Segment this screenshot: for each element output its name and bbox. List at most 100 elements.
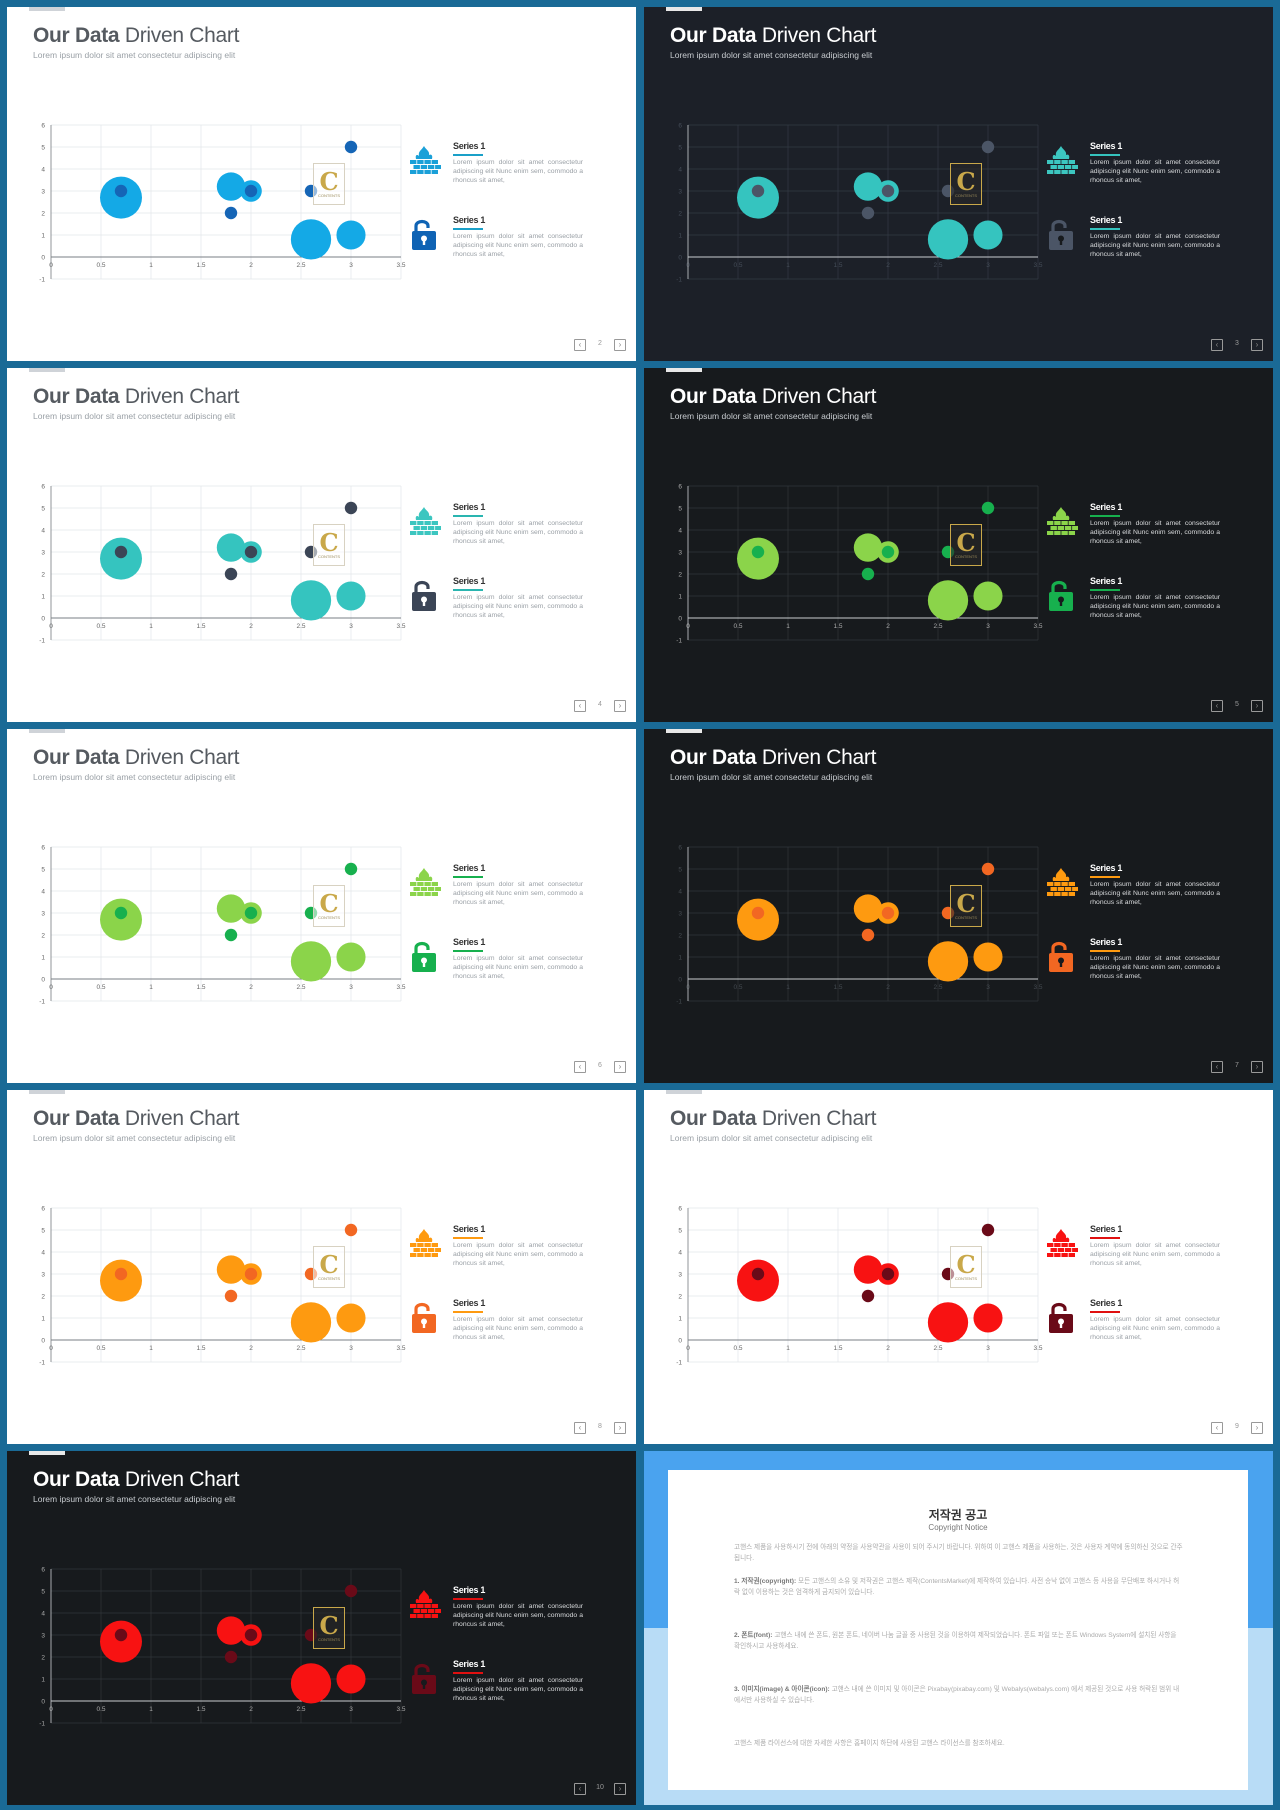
- brick: [417, 892, 424, 896]
- y-tick-label: 2: [41, 211, 45, 218]
- firewall-icon: [410, 1229, 441, 1257]
- x-tick-label: 2.5: [296, 623, 305, 630]
- legend-series-1: Series 1 Lorem ipsum dolor sit amet cons…: [1044, 1220, 1244, 1280]
- keyhole-slot: [1059, 961, 1063, 967]
- chart-slide[interactable]: Our Data Driven Chart Lorem ipsum dolor …: [7, 1090, 636, 1444]
- title-rest: Driven Chart: [119, 385, 240, 408]
- brick: [1047, 1243, 1054, 1247]
- x-tick-label: 2: [249, 1345, 253, 1352]
- bubble-series-2: [244, 1267, 258, 1281]
- chart-slide[interactable]: Our Data Driven Chart Lorem ipsum dolor …: [644, 729, 1273, 1083]
- brick: [435, 165, 441, 169]
- legend-series-1: Series 1 Lorem ipsum dolor sit amet cons…: [407, 859, 607, 919]
- y-tick-label: 4: [678, 1250, 682, 1257]
- chart-slide[interactable]: Our Data Driven Chart Lorem ipsum dolor …: [644, 368, 1273, 722]
- prev-page-button[interactable]: ‹: [574, 1061, 586, 1073]
- prev-page-button[interactable]: ‹: [574, 700, 586, 712]
- chart-slide[interactable]: Our Data Driven Chart Lorem ipsum dolor …: [7, 7, 636, 361]
- bubble-series-2: [751, 906, 765, 920]
- chart-slide[interactable]: Our Data Driven Chart Lorem ipsum dolor …: [7, 368, 636, 722]
- notice-p2-head: 2. 폰트(font):: [734, 1632, 775, 1639]
- bubble-series-1: [290, 941, 332, 982]
- brick: [431, 892, 438, 896]
- page-number: 10: [596, 1784, 604, 1791]
- chart-slide[interactable]: Our Data Driven Chart Lorem ipsum dolor …: [7, 729, 636, 1083]
- copyright-notice-slide[interactable]: 저작권 공고 Copyright Notice 고핸스 제품을 사용하시기 전에…: [644, 1451, 1273, 1805]
- brick: [1047, 160, 1054, 164]
- y-tick-label: 2: [678, 1294, 682, 1301]
- lock-shackle: [1051, 1302, 1067, 1315]
- y-tick-label: 5: [678, 867, 682, 874]
- bubble-chart: -1012345600.511.522.533.5: [676, 1206, 1043, 1367]
- next-page-button[interactable]: ›: [1251, 339, 1263, 351]
- next-page-button[interactable]: ›: [614, 700, 626, 712]
- notice-p3-head: 3. 이미지(image) & 아이콘(icon):: [734, 1686, 832, 1693]
- bubble-series-2: [751, 545, 765, 559]
- x-tick-label: 3: [349, 1345, 353, 1352]
- y-tick-label: 3: [678, 1272, 682, 1279]
- legend-title: Series 1: [1090, 1224, 1123, 1234]
- chart-slide[interactable]: Our Data Driven Chart Lorem ipsum dolor …: [7, 1451, 636, 1805]
- firewall-icon: [410, 146, 441, 174]
- legend-underline: [453, 1672, 483, 1674]
- prev-page-button[interactable]: ‹: [1211, 700, 1223, 712]
- contents-watermark: C CONTENTS: [950, 885, 982, 927]
- title-rest: Driven Chart: [119, 24, 240, 47]
- keyhole-slot: [422, 600, 426, 606]
- x-tick-label: 2.5: [933, 262, 942, 269]
- title-rest: Driven Chart: [119, 746, 240, 769]
- y-tick-label: 1: [41, 233, 45, 240]
- brick: [1061, 170, 1068, 174]
- brick: [424, 521, 431, 525]
- prev-page-button[interactable]: ‹: [574, 1422, 586, 1434]
- unlock-icon: [1049, 219, 1073, 250]
- chart-slide[interactable]: Our Data Driven Chart Lorem ipsum dolor …: [644, 1090, 1273, 1444]
- x-tick-label: 3.5: [396, 1345, 405, 1352]
- flame-shape: [415, 1229, 433, 1242]
- x-tick-label: 3: [349, 984, 353, 991]
- legend-title: Series 1: [453, 937, 486, 947]
- slide-subtitle: Lorem ipsum dolor sit amet consectetur a…: [670, 1133, 873, 1143]
- legend-text: Lorem ipsum dolor sit amet consectetur a…: [1090, 881, 1220, 906]
- next-page-button[interactable]: ›: [1251, 1422, 1263, 1434]
- notice-copyright-para: 1. 저작권(copyright): 모든 고핸스의 소유 및 저작권은 고핸스…: [734, 1576, 1184, 1598]
- slide-title: Our Data Driven Chart: [670, 1107, 876, 1131]
- bubble-series-2: [981, 1223, 995, 1237]
- chart-slide[interactable]: Our Data Driven Chart Lorem ipsum dolor …: [644, 7, 1273, 361]
- watermark-letter: C: [956, 1250, 976, 1279]
- title-rest: Driven Chart: [119, 1468, 240, 1491]
- prev-page-button[interactable]: ‹: [1211, 1422, 1223, 1434]
- legend-series-2: Series 1 Lorem ipsum dolor sit amet cons…: [407, 1294, 607, 1354]
- bubble-series-2: [224, 567, 238, 581]
- next-page-button[interactable]: ›: [614, 1061, 626, 1073]
- prev-page-button[interactable]: ‹: [574, 1783, 586, 1795]
- watermark-letter: C: [956, 167, 976, 196]
- accent-bar: [29, 7, 65, 11]
- watermark-letter: C: [319, 889, 339, 918]
- legend-underline: [453, 1237, 483, 1239]
- x-tick-label: 3: [349, 262, 353, 269]
- y-tick-label: 0: [678, 255, 682, 262]
- notice-image-para: 3. 이미지(image) & 아이콘(icon): 고핸스 내에 쓴 이미지 …: [734, 1684, 1184, 1706]
- next-page-button[interactable]: ›: [614, 1422, 626, 1434]
- legend-title: Series 1: [453, 576, 486, 586]
- brick: [427, 887, 435, 891]
- contents-watermark: C CONTENTS: [313, 1607, 345, 1649]
- next-page-button[interactable]: ›: [1251, 1061, 1263, 1073]
- prev-page-button[interactable]: ‹: [1211, 339, 1223, 351]
- y-tick-label: 6: [678, 1206, 682, 1213]
- bubble-series-2: [881, 1267, 895, 1281]
- prev-page-button[interactable]: ‹: [574, 339, 586, 351]
- x-tick-label: 2.5: [933, 623, 942, 630]
- y-tick-label: -1: [676, 999, 682, 1006]
- next-page-button[interactable]: ›: [614, 1783, 626, 1795]
- y-tick-label: 5: [41, 506, 45, 513]
- bubble-series-2: [981, 501, 995, 515]
- next-page-button[interactable]: ›: [614, 339, 626, 351]
- next-page-button[interactable]: ›: [1251, 700, 1263, 712]
- bubble-series-1: [853, 1255, 883, 1284]
- accent-bar: [29, 1090, 65, 1094]
- slide-title: Our Data Driven Chart: [670, 746, 876, 770]
- y-tick-label: 1: [41, 1677, 45, 1684]
- prev-page-button[interactable]: ‹: [1211, 1061, 1223, 1073]
